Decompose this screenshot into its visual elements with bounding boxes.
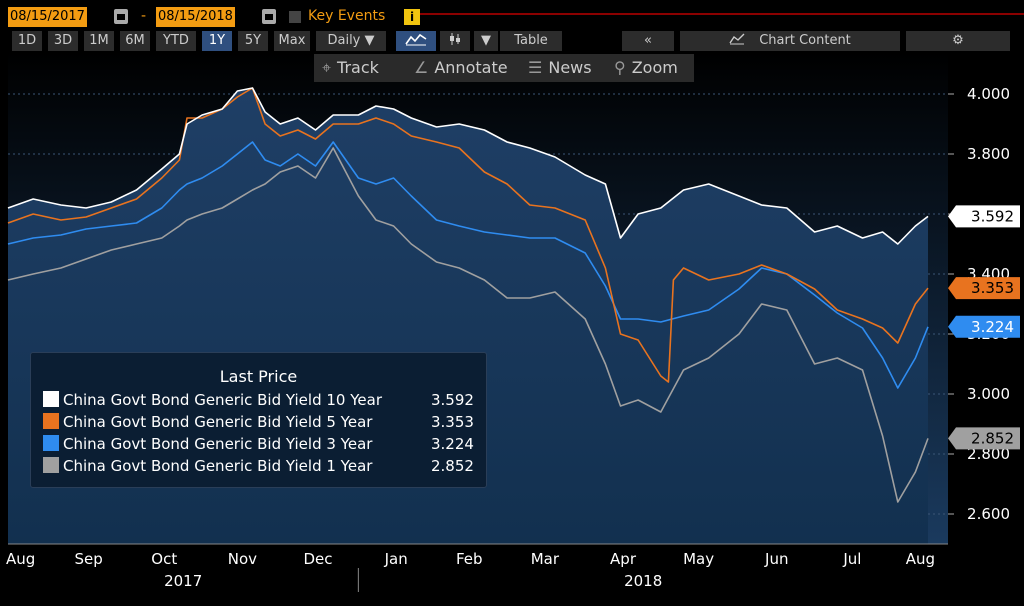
range-ytd-button[interactable]: YTD xyxy=(156,31,196,51)
series-3y-line xyxy=(7,141,929,389)
settings-button[interactable]: ⚙ xyxy=(906,31,1010,51)
x-tick-label: Nov xyxy=(228,550,257,568)
key-events-label: Key Events xyxy=(308,8,386,24)
header-bar: 08/15/2017 - 08/15/2018 Key Events i xyxy=(0,0,1024,30)
last-value-1y: 2.852 xyxy=(971,429,1014,447)
chart-content-label: Chart Content xyxy=(759,33,851,48)
x-tick-label: Feb xyxy=(456,550,483,568)
calendar-icon[interactable] xyxy=(114,9,128,24)
annotate-button[interactable]: ∠ Annotate xyxy=(414,58,508,77)
legend-label-1y: China Govt Bond Generic Bid Yield 1 Year xyxy=(63,457,373,475)
track-label: Track xyxy=(337,58,379,77)
legend-swatch-5y xyxy=(43,413,59,429)
x-tick-label: May xyxy=(683,550,714,568)
zoom-label: Zoom xyxy=(631,58,678,77)
price-chart[interactable]: 4.0003.8003.6003.4003.2003.0002.8002.600… xyxy=(0,52,1024,602)
frequency-dropdown[interactable]: Daily ▼ xyxy=(316,31,386,51)
annotate-label: Annotate xyxy=(434,58,508,77)
legend-value-10y: 3.592 xyxy=(431,391,474,409)
range-1d-button[interactable]: 1D xyxy=(12,31,42,51)
series-10y-line xyxy=(7,87,929,245)
range-6m-button[interactable]: 6M xyxy=(120,31,150,51)
chart-type-dropdown[interactable]: ▼ xyxy=(474,31,498,51)
x-tick-label: Jul xyxy=(842,550,861,568)
series-1y-line xyxy=(7,147,929,503)
last-value-3y: 3.224 xyxy=(971,318,1014,336)
calendar-icon[interactable] xyxy=(262,9,276,24)
last-value-5y: 3.353 xyxy=(971,279,1014,297)
year-label-2018: 2018 xyxy=(624,572,662,590)
range-1y-button[interactable]: 1Y xyxy=(202,31,232,51)
x-tick-label: Dec xyxy=(304,550,333,568)
legend-value-1y: 2.852 xyxy=(431,457,474,475)
gear-icon: ⚙ xyxy=(952,33,964,48)
track-button[interactable]: ⌖ Track xyxy=(322,58,379,78)
start-date-field[interactable]: 08/15/2017 xyxy=(8,7,87,27)
x-tick-label: Aug xyxy=(906,550,935,568)
legend-swatch-10y xyxy=(43,391,59,407)
y-tick-label: 3.800 xyxy=(967,145,1010,163)
last-value-3y-box xyxy=(948,315,1020,338)
x-tick-label: Aug xyxy=(6,550,35,568)
last-value-1y-box xyxy=(948,427,1020,450)
y-tick-label: 4.000 xyxy=(967,85,1010,103)
legend-label-3y: China Govt Bond Generic Bid Yield 3 Year xyxy=(63,435,373,453)
legend-label-5y: China Govt Bond Generic Bid Yield 5 Year xyxy=(63,413,373,431)
x-tick-label: Sep xyxy=(75,550,103,568)
header-divider xyxy=(420,13,1024,15)
candlestick-icon[interactable] xyxy=(440,31,470,51)
date-separator: - xyxy=(141,8,147,24)
info-icon[interactable]: i xyxy=(404,9,420,25)
year-label-2017: 2017 xyxy=(164,572,202,590)
last-value-5y-box xyxy=(948,277,1020,300)
crosshair-icon: ⌖ xyxy=(322,58,332,77)
zoom-button[interactable]: ⚲ Zoom xyxy=(614,58,678,77)
x-tick-label: Jun xyxy=(764,550,788,568)
y-tick-label: 2.800 xyxy=(967,445,1010,463)
legend-row-5y[interactable]: China Govt Bond Generic Bid Yield 5 Year… xyxy=(43,411,474,433)
legend: Last Price China Govt Bond Generic Bid Y… xyxy=(30,352,487,488)
legend-row-10y[interactable]: China Govt Bond Generic Bid Yield 10 Yea… xyxy=(43,389,474,411)
legend-swatch-3y xyxy=(43,435,59,451)
news-label: News xyxy=(548,58,592,77)
pencil-icon: ∠ xyxy=(414,58,429,77)
y-tick-label: 3.000 xyxy=(967,385,1010,403)
range-5y-button[interactable]: 5Y xyxy=(238,31,268,51)
chart-content-icon xyxy=(729,33,745,45)
collapse-button[interactable]: « xyxy=(622,31,674,51)
key-events-checkbox[interactable] xyxy=(289,11,301,23)
legend-row-1y[interactable]: China Govt Bond Generic Bid Yield 1 Year… xyxy=(43,455,474,477)
magnifier-icon: ⚲ xyxy=(614,58,626,77)
x-tick-label: Apr xyxy=(610,550,637,568)
line-chart-icon-svg xyxy=(405,33,427,46)
x-tick-label: Jan xyxy=(384,550,408,568)
news-button[interactable]: ☰ News xyxy=(528,58,592,77)
candlestick-icon-svg xyxy=(450,33,460,45)
chart-tools-bar: ⌖ Track ∠ Annotate ☰ News ⚲ Zoom xyxy=(314,54,694,82)
y-tick-label: 2.600 xyxy=(967,505,1010,523)
range-3d-button[interactable]: 3D xyxy=(48,31,78,51)
legend-value-3y: 3.224 xyxy=(431,435,474,453)
table-button[interactable]: Table xyxy=(500,31,562,51)
x-tick-label: Oct xyxy=(151,550,177,568)
last-value-10y-box xyxy=(948,205,1020,228)
legend-label-10y: China Govt Bond Generic Bid Yield 10 Yea… xyxy=(63,391,382,409)
chart-content-button[interactable]: Chart Content xyxy=(680,31,900,51)
chart-area: 4.0003.8003.6003.4003.2003.0002.8002.600… xyxy=(0,52,1024,602)
legend-row-3y[interactable]: China Govt Bond Generic Bid Yield 3 Year… xyxy=(43,433,474,455)
x-axis-panel xyxy=(0,544,1024,602)
range-max-button[interactable]: Max xyxy=(274,31,310,51)
legend-swatch-1y xyxy=(43,457,59,473)
range-1m-button[interactable]: 1M xyxy=(84,31,114,51)
last-value-10y: 3.592 xyxy=(971,207,1014,225)
line-chart-icon[interactable] xyxy=(396,31,436,51)
end-date-field[interactable]: 08/15/2018 xyxy=(156,7,235,27)
news-icon: ☰ xyxy=(528,58,543,77)
legend-value-5y: 3.353 xyxy=(431,413,474,431)
x-tick-label: Mar xyxy=(531,550,560,568)
legend-title: Last Price xyxy=(219,367,298,386)
